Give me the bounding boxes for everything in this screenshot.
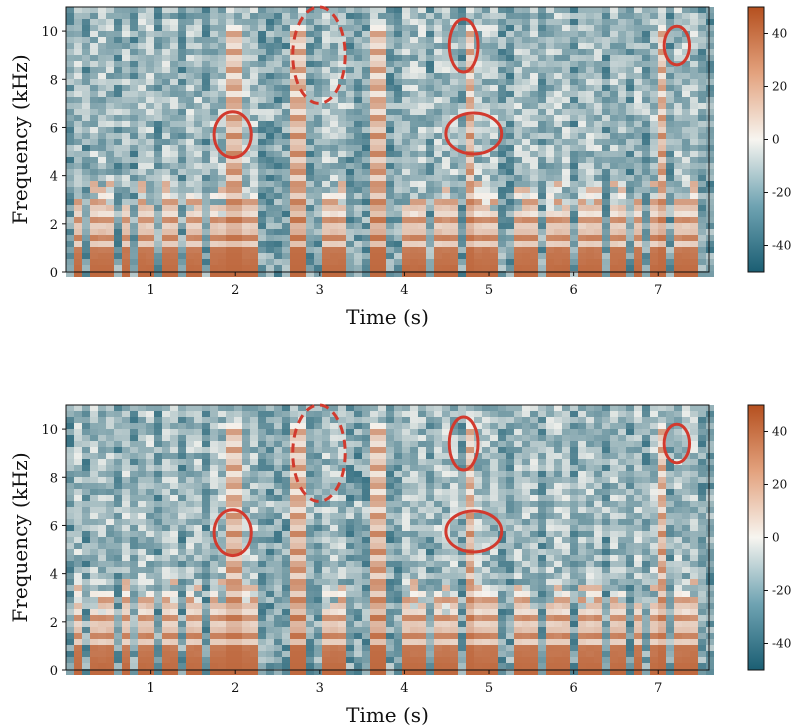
x-tick-label: 7 <box>654 283 662 298</box>
colorbar-tick-label: 20 <box>772 80 787 94</box>
y-tick-label: 4 <box>50 568 58 583</box>
y-tick-label: 10 <box>41 25 58 40</box>
x-tick-label: 7 <box>654 681 662 696</box>
y-axis-label: Frequency (kHz) <box>8 452 32 622</box>
colorbar-tick-label: 40 <box>772 425 787 439</box>
colorbar-tick-label: -20 <box>772 186 791 200</box>
plot-frame <box>65 404 710 671</box>
highlight-ellipse <box>662 422 692 465</box>
plot-frame <box>65 6 710 273</box>
highlight-ellipse <box>212 508 253 558</box>
x-tick-label: 4 <box>400 681 408 696</box>
colorbar-tick-label: 40 <box>772 27 787 41</box>
highlight-ellipse <box>662 24 692 67</box>
x-tick-label: 2 <box>231 681 239 696</box>
highlight-ellipse <box>444 509 504 554</box>
y-tick-label: 8 <box>50 471 58 486</box>
y-tick-label: 8 <box>50 73 58 88</box>
spectrogram-bottom: 1 2 3 4 5 6 7 0 2 4 6 8 10 Time (s) Frequency (kHz) 40 2… <box>8 403 791 727</box>
spectrogram-texture <box>66 7 714 277</box>
colorbar-tick-label: 0 <box>772 531 780 545</box>
highlight-ellipse <box>447 415 480 472</box>
colorbar-tick-label: -40 <box>772 239 791 253</box>
y-tick-label: 6 <box>50 121 58 136</box>
x-tick-label: 2 <box>231 283 239 298</box>
highlight-ellipse-dashed <box>291 5 347 105</box>
colorbar-tick-label: -20 <box>772 584 791 598</box>
x-tick-label: 3 <box>316 681 324 696</box>
x-tick-label: 1 <box>146 283 154 298</box>
y-axis-label: Frequency (kHz) <box>8 54 32 224</box>
x-tick-label: 6 <box>569 681 577 696</box>
colorbar <box>747 404 765 671</box>
y-tick-label: 6 <box>50 519 58 534</box>
spectrogram-texture <box>66 405 714 675</box>
highlight-ellipse-dashed <box>291 403 347 503</box>
x-axis-label: Time (s) <box>346 703 429 727</box>
y-tick-label: 0 <box>50 664 58 679</box>
y-tick-label: 10 <box>41 423 58 438</box>
y-tick-label: 4 <box>50 170 58 185</box>
spectrogram-top: 1 2 3 4 5 6 7 0 2 4 6 8 10 Time (s) Frequency (kHz) 40 2… <box>8 5 791 329</box>
x-tick-label: 3 <box>316 283 324 298</box>
highlight-ellipse <box>212 110 253 160</box>
x-tick-label: 4 <box>400 283 408 298</box>
x-tick-label: 5 <box>485 681 493 696</box>
x-tick-label: 5 <box>485 283 493 298</box>
colorbar <box>747 6 765 273</box>
y-tick-label: 2 <box>50 218 58 233</box>
colorbar-tick-label: 20 <box>772 478 787 492</box>
x-tick-label: 6 <box>569 283 577 298</box>
y-tick-label: 0 <box>50 266 58 281</box>
highlight-ellipse <box>444 111 504 156</box>
y-tick-label: 2 <box>50 616 58 631</box>
x-axis-label: Time (s) <box>346 305 429 329</box>
highlight-ellipse <box>447 17 480 74</box>
x-tick-label: 1 <box>146 681 154 696</box>
colorbar-tick-label: -40 <box>772 637 791 651</box>
colorbar-tick-label: 0 <box>772 133 780 147</box>
